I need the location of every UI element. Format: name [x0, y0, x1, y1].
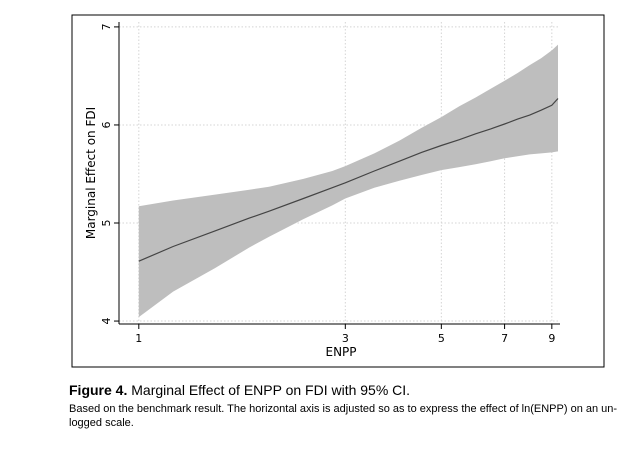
- chart: 1 3 5 7 9 4 5 6 7 ENPP Marginal Effect on FDI: [71, 14, 605, 368]
- confidence-band: [138, 44, 559, 318]
- ci-band-layer: [138, 44, 559, 318]
- y-tick-label: 7: [100, 23, 113, 30]
- caption-title: Marginal Effect of ENPP on FDI with 95% …: [131, 382, 411, 398]
- x-tick-layer: 1 3 5 7 9: [135, 324, 555, 345]
- y-tick-label: 6: [100, 121, 113, 128]
- caption-heading: Figure 4. Marginal Effect of ENPP on FDI…: [69, 381, 629, 399]
- y-axis-title: Marginal Effect on FDI: [84, 107, 98, 239]
- x-tick-label: 9: [548, 332, 555, 345]
- x-tick-label: 7: [501, 332, 508, 345]
- figure-caption: Figure 4. Marginal Effect of ENPP on FDI…: [69, 381, 629, 430]
- x-tick-label: 3: [342, 332, 349, 345]
- estimate-line-layer: [138, 98, 559, 262]
- caption-figure-label: Figure 4.: [69, 382, 128, 398]
- y-tick-label: 4: [100, 318, 113, 325]
- x-axis-title: ENPP: [325, 345, 356, 359]
- caption-note: Based on the benchmark result. The horiz…: [69, 403, 618, 429]
- estimate-line: [138, 98, 559, 262]
- y-tick-label: 5: [100, 220, 113, 227]
- axis-layer: [118, 22, 560, 325]
- x-tick-label: 5: [438, 332, 445, 345]
- y-tick-layer: 4 5 6 7: [100, 23, 119, 325]
- x-tick-label: 1: [135, 332, 142, 345]
